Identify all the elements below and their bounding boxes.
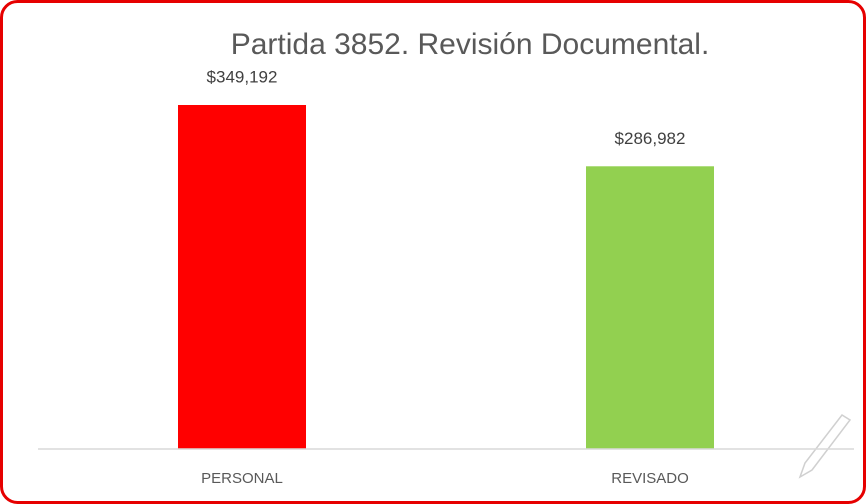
bar: [178, 105, 306, 449]
pen-icon: [798, 414, 852, 479]
x-tick-label: PERSONAL: [201, 470, 283, 487]
bar: [586, 166, 714, 449]
data-label: $349,192: [207, 67, 278, 86]
data-label: $286,982: [615, 129, 686, 148]
chart-title: Partida 3852. Revisión Documental.: [231, 28, 710, 61]
x-tick-label: REVISADO: [611, 470, 689, 487]
